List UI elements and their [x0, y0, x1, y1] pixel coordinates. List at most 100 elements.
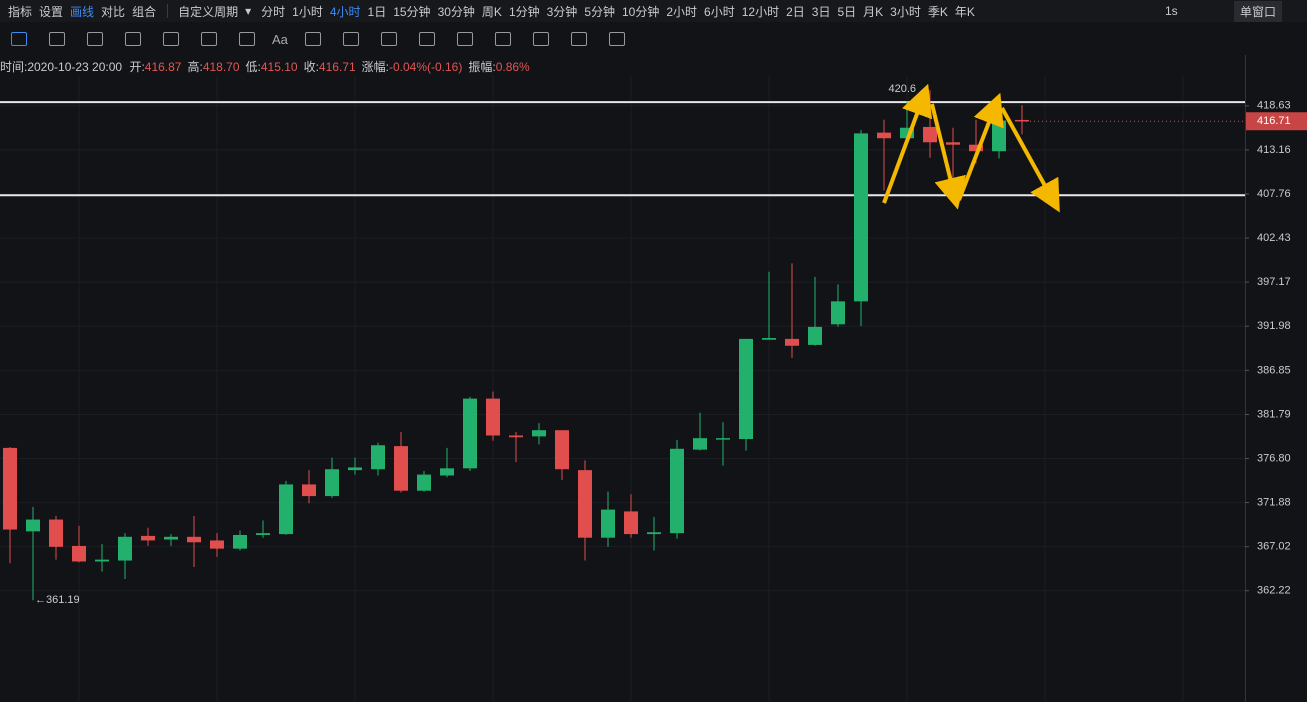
- candle-body: [256, 533, 270, 535]
- tool[interactable]: [125, 32, 141, 46]
- arrow: →: [919, 83, 930, 95]
- min-label: 361.19: [46, 594, 80, 606]
- period[interactable]: 15分钟: [393, 4, 431, 19]
- candle-body: [969, 144, 983, 152]
- period[interactable]: 5分钟: [584, 4, 615, 19]
- tool[interactable]: [608, 32, 625, 46]
- period[interactable]: 12小时: [741, 4, 780, 19]
- period[interactable]: 6小时: [704, 4, 735, 19]
- tool[interactable]: [456, 32, 473, 46]
- tool[interactable]: [87, 32, 103, 46]
- candle-body: [371, 445, 385, 470]
- text-tool[interactable]: Aa: [272, 31, 288, 47]
- tool[interactable]: [49, 32, 65, 46]
- candle-body: [900, 127, 914, 139]
- candle-body: [739, 338, 753, 440]
- info-label: 收:: [303, 60, 319, 74]
- y-tick-label: 371.88: [1257, 496, 1291, 508]
- period[interactable]: 1日: [367, 4, 387, 19]
- info-value: -0.04%(-0.16): [388, 60, 463, 74]
- y-tick-label: 397.17: [1257, 276, 1291, 288]
- period-menu[interactable]: 自定义周期: [178, 4, 239, 19]
- candle-body: [808, 326, 822, 345]
- tool[interactable]: [570, 32, 587, 46]
- tool[interactable]: [532, 32, 549, 46]
- tool[interactable]: [201, 32, 217, 46]
- menu-item[interactable]: 对比: [101, 4, 126, 19]
- tool[interactable]: [304, 32, 321, 46]
- period[interactable]: 2小时: [666, 4, 698, 19]
- candle-body: [670, 448, 684, 534]
- candle-body: [578, 470, 592, 538]
- menu-item[interactable]: 设置: [39, 4, 64, 19]
- candle-body: [877, 132, 891, 139]
- period[interactable]: 4小时: [329, 4, 361, 19]
- period[interactable]: 年K: [954, 4, 975, 19]
- tool[interactable]: [11, 32, 27, 46]
- period[interactable]: 10分钟: [622, 4, 660, 19]
- menu-item[interactable]: 画线: [70, 4, 95, 19]
- drawn-arrow: [930, 103, 966, 210]
- period[interactable]: 季K: [927, 4, 948, 19]
- candle-body: [923, 126, 937, 143]
- period[interactable]: 3日: [811, 4, 831, 19]
- candle-body: [785, 338, 799, 346]
- period[interactable]: 1小时: [292, 4, 323, 19]
- drawn-arrow: [957, 92, 1004, 201]
- period[interactable]: 分时: [261, 4, 286, 19]
- period[interactable]: 1分钟: [508, 4, 540, 19]
- period[interactable]: 3分钟: [546, 4, 578, 19]
- candle-body: [325, 469, 339, 497]
- ohlc-info: 时间:2020-10-23 20:00 开:416.87 高:418.70 低:41…: [0, 58, 536, 75]
- period[interactable]: 3小时: [890, 4, 921, 19]
- candle-body: [486, 398, 500, 436]
- candle-body: [118, 536, 132, 561]
- period[interactable]: 5日: [837, 4, 857, 19]
- last-price-label: 416.71: [1257, 115, 1291, 127]
- window-button[interactable]: 单窗口: [1234, 0, 1283, 22]
- drawn-arrow: [882, 83, 933, 204]
- info-value: 415.10: [260, 60, 298, 74]
- candle-body: [509, 435, 523, 438]
- candle-body: [601, 509, 615, 538]
- y-tick-label: 407.76: [1257, 188, 1291, 200]
- candle-body: [394, 446, 408, 491]
- candle-body: [440, 468, 454, 476]
- time: 时间:2020-10-23 20:00: [0, 60, 123, 74]
- y-tick-label: 418.63: [1257, 100, 1291, 112]
- interval[interactable]: 1s: [1165, 4, 1178, 18]
- vertical-grid: [78, 75, 1184, 702]
- candle-body: [532, 430, 546, 437]
- info-value: 416.71: [318, 60, 356, 74]
- candle-body: [302, 484, 316, 497]
- tool[interactable]: [163, 32, 179, 46]
- info-label: 高:: [187, 60, 203, 74]
- candle-body: [762, 338, 776, 340]
- y-tick-label: 402.43: [1257, 232, 1291, 244]
- menu-item[interactable]: 指标: [8, 4, 33, 19]
- tool[interactable]: [380, 32, 397, 46]
- period[interactable]: 周K: [481, 4, 502, 19]
- candle-body: [279, 484, 293, 535]
- info-label: 低:: [245, 60, 261, 74]
- tool[interactable]: [342, 32, 359, 46]
- period[interactable]: 30分钟: [437, 4, 475, 19]
- candle-body: [463, 398, 477, 469]
- info-value: 0.86%: [495, 60, 530, 74]
- tool[interactable]: [494, 32, 511, 46]
- candle-body: [233, 534, 247, 549]
- tool[interactable]: [239, 32, 255, 46]
- max-label: 420.6: [888, 83, 916, 95]
- period[interactable]: 月K: [863, 4, 884, 19]
- draw-toolbar: Aa: [0, 26, 1307, 52]
- candle-body: [831, 301, 845, 325]
- tool[interactable]: [418, 32, 435, 46]
- menu-item[interactable]: 组合: [132, 4, 157, 19]
- candle-body: [141, 535, 155, 541]
- y-tick-label: 413.16: [1257, 144, 1291, 156]
- candle-body: [210, 540, 224, 549]
- period[interactable]: 2日: [786, 4, 805, 19]
- info-label: 振幅:: [468, 60, 496, 74]
- candle-body: [26, 519, 40, 532]
